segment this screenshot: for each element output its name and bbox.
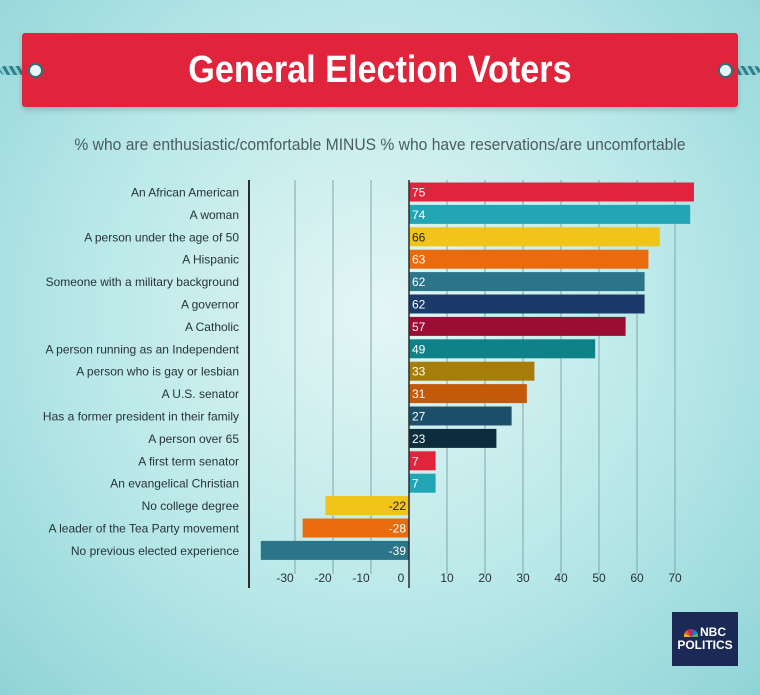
- bar-value-label: 7: [412, 477, 419, 491]
- category-label: A person running as an Independent: [46, 342, 240, 356]
- bar: [409, 339, 596, 359]
- x-tick-label: 40: [554, 571, 568, 585]
- x-tick-label: 50: [592, 571, 606, 585]
- category-label: A Hispanic: [182, 253, 239, 267]
- category-label: A woman: [190, 208, 239, 222]
- x-tick-label: -10: [352, 571, 370, 585]
- bar-value-label: 74: [412, 208, 426, 222]
- category-label: A leader of the Tea Party movement: [48, 522, 239, 536]
- x-tick-label: -30: [276, 571, 294, 585]
- category-label: An African American: [131, 186, 239, 200]
- bar: [409, 473, 436, 493]
- bar-value-label: -28: [389, 522, 407, 536]
- bar: [409, 384, 527, 404]
- bar-value-label: 7: [412, 454, 419, 468]
- rope-right-decoration: [718, 66, 760, 75]
- bar-value-label: 31: [412, 387, 426, 401]
- category-label: A governor: [181, 298, 239, 312]
- x-tick-label: 0: [398, 571, 405, 585]
- chart-title: General Election Voters: [188, 48, 572, 91]
- bar: [409, 316, 626, 336]
- category-label: Has a former president in their family: [43, 410, 239, 424]
- category-label: A person under the age of 50: [84, 230, 239, 244]
- category-label: A first term senator: [138, 454, 239, 468]
- x-tick-label: -20: [314, 571, 332, 585]
- bar: [409, 406, 512, 426]
- bar-value-label: 75: [412, 186, 426, 200]
- bar-value-label: 57: [412, 320, 426, 334]
- category-label: No college degree: [142, 499, 240, 513]
- category-label: A person over 65: [148, 432, 239, 446]
- chart-subtitle: % who are enthusiastic/comfortable MINUS…: [74, 135, 686, 154]
- x-tick-label: 70: [668, 571, 682, 585]
- bar-chart: 75 An African American 74 A woman 66 A person…: [43, 180, 694, 588]
- logo-line-2: POLITICS: [677, 638, 733, 652]
- x-tick-label: 60: [630, 571, 644, 585]
- bar-value-label: 49: [412, 342, 426, 356]
- bar-value-label: -22: [389, 499, 407, 513]
- bar-value-label: 23: [412, 432, 426, 446]
- bar: [325, 496, 409, 516]
- x-tick-label: 30: [516, 571, 530, 585]
- bar-value-label: 33: [412, 365, 426, 379]
- bar-value-label: 27: [412, 410, 426, 424]
- category-label: A U.S. senator: [162, 387, 239, 401]
- peacock-icon: [684, 628, 698, 637]
- bar: [409, 227, 660, 247]
- bar: [409, 451, 436, 471]
- bar: [409, 294, 645, 314]
- bar: [302, 518, 409, 538]
- category-label: A person who is gay or lesbian: [76, 365, 239, 379]
- x-tick-label: 10: [440, 571, 454, 585]
- banner-ring-right: [718, 63, 733, 78]
- bar-value-label: 62: [412, 298, 426, 312]
- category-label: No previous elected experience: [71, 544, 239, 558]
- bar: [409, 272, 645, 292]
- bar: [409, 182, 694, 202]
- bar-value-label: 66: [412, 230, 426, 244]
- bar: [409, 361, 535, 381]
- bar-value-label: 63: [412, 253, 426, 267]
- banner-ring-left: [28, 63, 43, 78]
- bar: [409, 204, 691, 224]
- nbc-politics-logo: NBC POLITICS: [672, 612, 738, 666]
- rope-left-decoration: [0, 66, 42, 75]
- bar: [260, 540, 409, 560]
- category-label: Someone with a military background: [46, 275, 239, 289]
- logo-line-1: NBC: [700, 625, 726, 639]
- bar-value-label: 62: [412, 275, 426, 289]
- bar-value-label: -39: [389, 544, 407, 558]
- category-label: A Catholic: [185, 320, 239, 334]
- x-tick-label: 20: [478, 571, 492, 585]
- bar: [409, 249, 649, 269]
- bar: [409, 428, 497, 448]
- title-banner: General Election Voters: [22, 33, 738, 107]
- category-label: An evangelical Christian: [110, 477, 239, 491]
